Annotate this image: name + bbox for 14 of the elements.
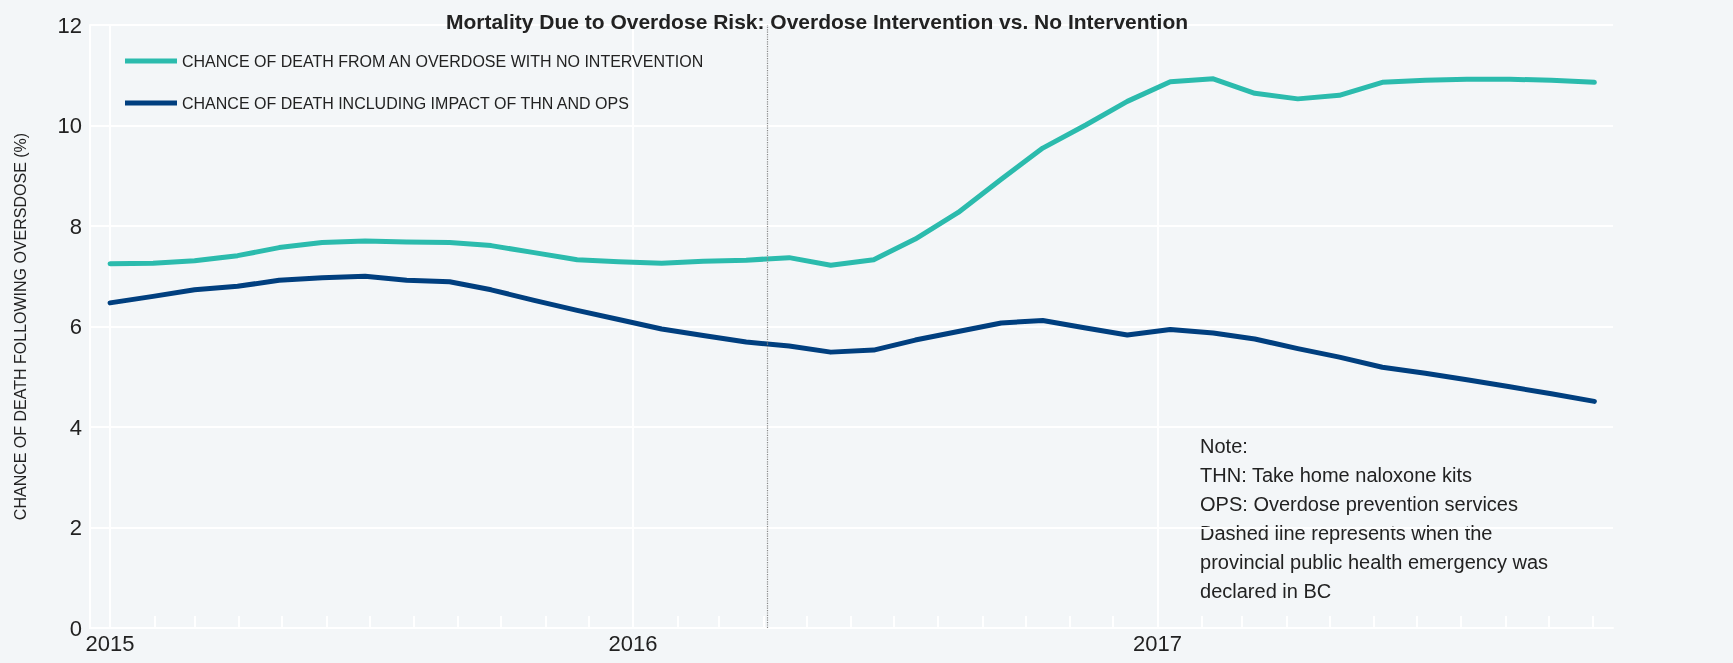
y-tick-label: 0 (69, 615, 82, 641)
legend-label: CHANCE OF DEATH INCLUDING IMPACT OF THN AND OPS (182, 94, 629, 112)
y-axis-title: CHANCE OF DEATH FOLLOWING OVERSDOSE (%) (11, 132, 29, 521)
x-tick-label: 2015 (85, 630, 135, 656)
legend-label: CHANCE OF DEATH FROM AN OVERDOSE WITH NO INTERVENTION (182, 52, 704, 70)
x-tick-label: 2016 (608, 630, 658, 656)
y-tick-label: 4 (69, 414, 82, 440)
y-tick-label: 2 (69, 515, 82, 540)
chart-title: Mortality Due to Overdose Risk: Overdose Intervention vs. No Intervention (445, 10, 1189, 33)
x-tick-label: 2017 (1132, 630, 1182, 656)
y-tick-label: 10 (57, 113, 82, 138)
y-tick-label: 8 (69, 213, 82, 239)
y-tick-label: 12 (57, 12, 82, 38)
y-tick-label: 6 (69, 314, 82, 339)
